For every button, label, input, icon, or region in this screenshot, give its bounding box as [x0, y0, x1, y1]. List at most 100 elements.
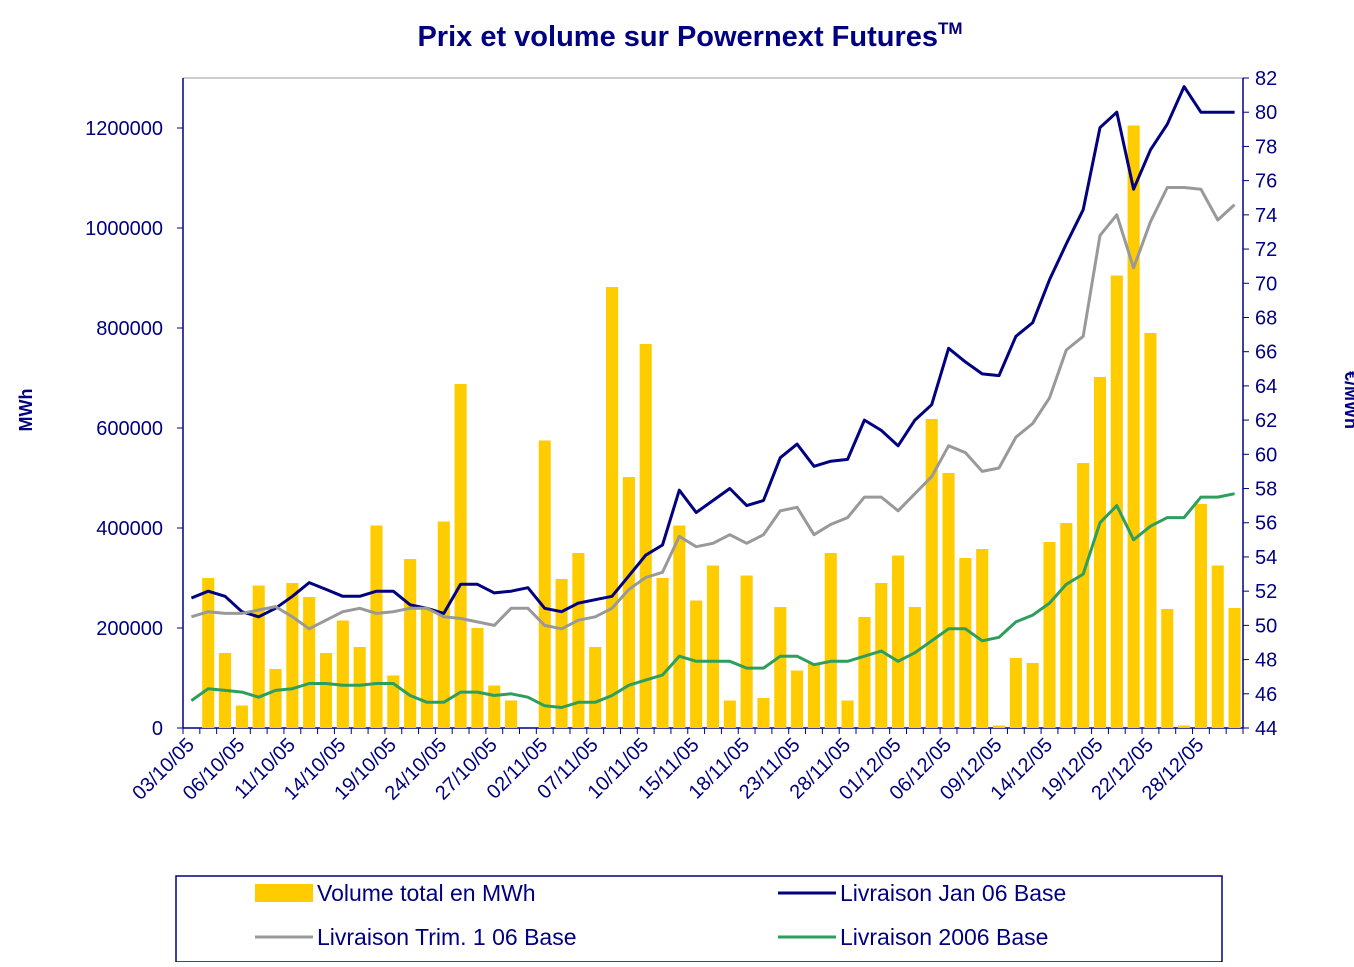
y2-tick-label: 46: [1255, 684, 1277, 706]
y2-tick-label: 64: [1255, 376, 1277, 398]
y2-tick-label: 62: [1255, 410, 1277, 432]
bar: [1228, 608, 1241, 728]
bar: [774, 607, 787, 728]
bar: [875, 583, 888, 728]
bar: [723, 700, 736, 728]
bar: [791, 670, 804, 728]
bar: [488, 685, 501, 728]
bar: [942, 473, 955, 728]
y2-tick-label: 76: [1255, 171, 1277, 193]
bar: [656, 578, 669, 728]
bar: [589, 647, 602, 728]
bar: [319, 653, 333, 728]
bar: [303, 597, 316, 728]
bar: [690, 600, 703, 728]
y2-tick-label: 78: [1255, 136, 1277, 158]
y2-tick-label: 82: [1255, 68, 1277, 90]
bar: [858, 617, 871, 728]
bar: [1161, 609, 1174, 728]
y-tick-label: 400000: [96, 518, 163, 540]
y2-tick-label: 68: [1255, 307, 1277, 329]
bar: [824, 553, 837, 728]
bar: [892, 555, 905, 728]
bar: [959, 558, 972, 728]
bar: [420, 608, 434, 728]
y2-tick-label: 80: [1255, 102, 1277, 124]
bar: [1211, 565, 1224, 728]
line-series: [190, 85, 1235, 619]
bar: [437, 521, 450, 728]
bar: [572, 553, 585, 728]
bar: [471, 628, 484, 728]
bar: [252, 585, 265, 728]
bar: [925, 419, 938, 728]
legend-label: Livraison Trim. 1 06 Base: [317, 924, 577, 950]
bar: [202, 578, 215, 728]
y2-tick-label: 50: [1255, 615, 1277, 637]
bar: [1009, 658, 1022, 728]
bar: [1093, 377, 1107, 728]
bar: [1026, 663, 1039, 728]
bar: [807, 663, 821, 728]
title-text: Prix et volume sur Powernext Futures: [417, 21, 938, 53]
bar: [706, 565, 720, 728]
bar: [235, 705, 248, 728]
bar: [1110, 275, 1123, 728]
bar: [908, 607, 921, 728]
y-tick-label: 1000000: [85, 218, 163, 240]
y2-tick-label: 66: [1255, 342, 1277, 364]
bar: [404, 559, 417, 728]
bar: [454, 384, 467, 728]
chart-title: Prix et volume sur Powernext FuturesTM: [417, 19, 962, 53]
y-tick-label: 0: [152, 718, 163, 740]
y2-tick-label: 74: [1255, 205, 1277, 227]
line-series: [190, 186, 1236, 631]
bar: [1194, 504, 1207, 728]
bar: [286, 583, 299, 728]
bar: [605, 287, 619, 728]
bar: [370, 525, 383, 728]
bar: [505, 700, 518, 728]
bar: [387, 675, 400, 728]
y2-tick-label: 56: [1255, 513, 1277, 535]
bar: [1043, 542, 1056, 728]
y2-tick-label: 48: [1255, 650, 1277, 672]
y2-tick-label: 72: [1255, 239, 1277, 261]
legend-label: Livraison 2006 Base: [840, 924, 1048, 950]
bar: [992, 725, 1006, 728]
y2-tick-label: 44: [1255, 718, 1277, 740]
bar: [622, 477, 635, 728]
bar: [673, 525, 686, 728]
y2-tick-label: 58: [1255, 479, 1277, 501]
bar: [1144, 333, 1157, 728]
bar: [1178, 725, 1191, 728]
legend-swatch: [255, 884, 313, 902]
y2-tick-label: 52: [1255, 581, 1277, 603]
y2-tick-label: 60: [1255, 444, 1277, 466]
y-tick-label: 1200000: [85, 118, 163, 140]
bar: [353, 647, 366, 728]
y-axis-label: MWh: [16, 389, 36, 432]
bar: [1077, 463, 1090, 728]
title-superscript: TM: [938, 19, 963, 38]
y2-axis-label: €/MWh: [1341, 371, 1354, 429]
line-series: [190, 492, 1235, 709]
bar: [639, 344, 652, 728]
bar: [740, 575, 753, 728]
y-tick-label: 800000: [96, 318, 163, 340]
bar: [841, 700, 854, 728]
bar: [757, 698, 770, 728]
bar: [269, 669, 282, 728]
legend-label: Volume total en MWh: [317, 880, 536, 906]
y-tick-label: 200000: [96, 618, 163, 640]
bar: [1127, 125, 1140, 728]
bar: [555, 579, 568, 728]
bar: [1060, 523, 1073, 728]
y-tick-label: 600000: [96, 418, 163, 440]
bar: [336, 620, 349, 728]
y2-tick-label: 54: [1255, 547, 1277, 569]
bar: [976, 549, 989, 728]
bar: [538, 440, 551, 728]
legend-label: Livraison Jan 06 Base: [840, 880, 1066, 906]
